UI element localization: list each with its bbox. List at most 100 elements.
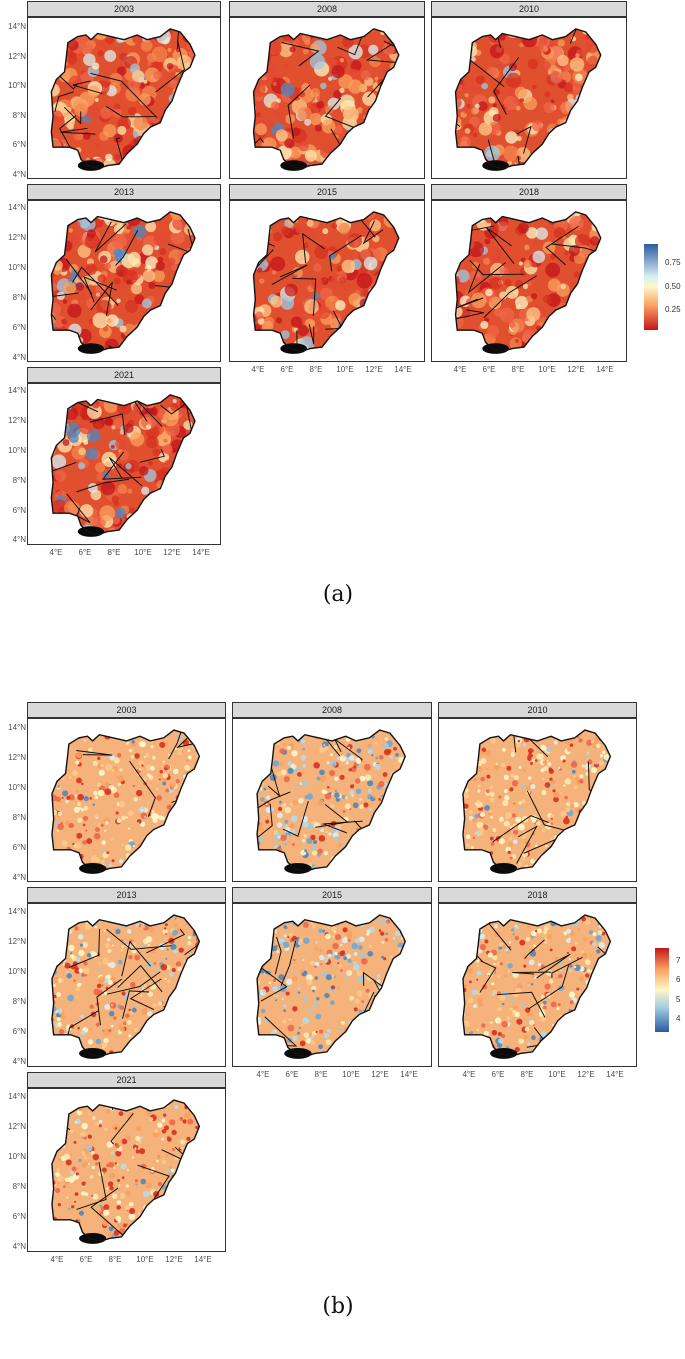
surface-cell bbox=[114, 1127, 118, 1130]
surface-cell bbox=[460, 225, 467, 232]
surface-cell bbox=[75, 1100, 80, 1102]
surface-cell bbox=[257, 1034, 258, 1038]
surface-cell bbox=[98, 976, 106, 983]
surface-cell bbox=[281, 997, 284, 1001]
surface-cell bbox=[129, 1102, 136, 1108]
surface-cell bbox=[117, 1240, 122, 1242]
surface-cell bbox=[372, 235, 380, 243]
surface-cell bbox=[291, 302, 305, 315]
surface-cell bbox=[454, 948, 458, 952]
surface-cell bbox=[99, 1210, 104, 1215]
surface-cell bbox=[619, 1020, 622, 1023]
surface-cell bbox=[507, 963, 513, 969]
surface-cell bbox=[187, 269, 195, 285]
surface-cell bbox=[303, 937, 310, 945]
surface-cell bbox=[311, 871, 319, 872]
surface-cell bbox=[396, 211, 399, 216]
surface-cell bbox=[565, 807, 571, 813]
surface-cell bbox=[90, 856, 98, 863]
surface-cell bbox=[120, 915, 126, 916]
surface-cell bbox=[311, 873, 314, 876]
surface-cell bbox=[252, 944, 257, 949]
surface-cell bbox=[187, 941, 192, 946]
surface-cell bbox=[265, 795, 271, 800]
panel-title: 2018 bbox=[431, 184, 627, 200]
surface-cell bbox=[400, 778, 406, 785]
surface-cell bbox=[476, 727, 478, 729]
surface-cell bbox=[121, 1138, 128, 1145]
surface-cell bbox=[396, 788, 401, 793]
surface-cell bbox=[411, 753, 417, 759]
surface-cell bbox=[155, 261, 165, 271]
surface-cell bbox=[194, 851, 200, 858]
surface-cell bbox=[482, 984, 488, 990]
surface-cell bbox=[577, 283, 584, 290]
country-border bbox=[51, 729, 201, 873]
surface-cell bbox=[513, 915, 520, 918]
surface-cell bbox=[68, 1207, 71, 1211]
surface-cell bbox=[182, 868, 187, 872]
surface-cell bbox=[619, 945, 622, 948]
surface-cell bbox=[182, 120, 189, 127]
surface-cell bbox=[43, 1145, 46, 1148]
surface-cell bbox=[280, 769, 287, 776]
surface-cell bbox=[290, 316, 303, 329]
surface-cell bbox=[527, 875, 529, 877]
surface-cell bbox=[349, 323, 363, 337]
boundary-line bbox=[274, 936, 282, 975]
surface-cell bbox=[484, 939, 489, 944]
surface-cell bbox=[470, 292, 487, 309]
surface-cell bbox=[157, 1001, 163, 1006]
surface-cell bbox=[190, 993, 196, 999]
surface-cell bbox=[576, 109, 588, 122]
surface-cell bbox=[205, 952, 211, 958]
surface-cell bbox=[159, 741, 166, 748]
surface-cell bbox=[106, 1141, 114, 1148]
surface-cell bbox=[372, 335, 386, 349]
surface-cell bbox=[116, 1200, 122, 1205]
surface-cell bbox=[537, 962, 542, 967]
surface-cell bbox=[365, 834, 372, 841]
surface-cell bbox=[261, 63, 278, 79]
surface-cell bbox=[541, 1003, 544, 1007]
surface-cell bbox=[564, 1049, 571, 1055]
surface-cell bbox=[593, 343, 601, 352]
surface-cell bbox=[334, 723, 340, 729]
surface-cell bbox=[303, 1032, 310, 1039]
country-border bbox=[50, 28, 196, 170]
surface-cell bbox=[278, 800, 282, 804]
surface-cell bbox=[595, 818, 601, 823]
boundary-line bbox=[257, 1045, 263, 1057]
surface-cell bbox=[132, 784, 136, 788]
y-tick-label: 12°N bbox=[8, 52, 26, 61]
surface-cell bbox=[104, 394, 119, 398]
surface-cell bbox=[387, 1035, 392, 1040]
surface-cell bbox=[572, 839, 575, 843]
surface-cell bbox=[267, 920, 271, 925]
surface-cell bbox=[568, 120, 580, 132]
surface-cell bbox=[192, 1145, 197, 1150]
surface-cell bbox=[40, 784, 46, 790]
surface-cell bbox=[571, 1028, 579, 1035]
surface-cell bbox=[44, 774, 48, 778]
surface-cell bbox=[96, 299, 112, 315]
surface-cell bbox=[191, 821, 195, 825]
surface-cell bbox=[141, 1008, 148, 1015]
surface-cell bbox=[591, 161, 600, 169]
surface-cell bbox=[560, 334, 569, 343]
surface-cell bbox=[570, 850, 576, 855]
boundary-line bbox=[574, 837, 609, 872]
surface-cell bbox=[466, 211, 476, 215]
boundary-line bbox=[455, 344, 471, 352]
surface-cell bbox=[302, 747, 305, 751]
surface-cell bbox=[39, 387, 48, 396]
surface-cell bbox=[68, 228, 74, 233]
surface-cell bbox=[205, 875, 210, 880]
surface-cell bbox=[385, 277, 399, 292]
surface-cell bbox=[128, 1201, 134, 1207]
surface-cell bbox=[104, 821, 109, 825]
surface-cell bbox=[456, 158, 461, 163]
surface-cell bbox=[374, 107, 386, 119]
surface-cell bbox=[608, 844, 611, 850]
surface-cell bbox=[62, 790, 69, 797]
